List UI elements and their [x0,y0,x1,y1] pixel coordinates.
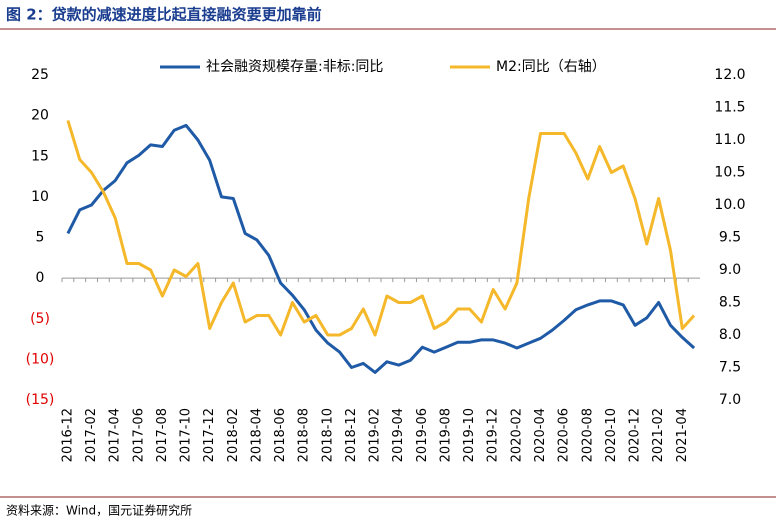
y-tick-label: (15) [26,392,55,408]
x-tick-label: 2021-04 [675,408,690,462]
legend-label: M2:同比（右轴） [496,59,606,75]
y2-tick-label: 11.0 [714,132,745,148]
x-tick-label: 2020-04 [533,408,548,462]
y2-tick-label: 9.5 [719,230,741,246]
series-line [66,120,696,337]
series-line [66,123,696,374]
y2-tick-label: 8.5 [719,295,741,311]
x-tick-label: 2019-12 [486,408,501,462]
x-tick-label: 2016-12 [60,408,75,462]
y2-tick-label: 8.0 [719,327,741,343]
y2-tick-label: 12.0 [714,67,745,83]
y-tick-label: 5 [36,230,45,246]
y-tick-label: (5) [30,311,50,327]
x-tick-label: 2021-02 [651,408,666,462]
x-tick-label: 2019-08 [438,408,453,462]
x-tick-label: 2020-06 [557,408,572,462]
y-tick-label: 20 [31,108,49,124]
y-tick-label: 0 [36,270,45,286]
x-tick-label: 2020-12 [628,408,643,462]
x-tick-label: 2020-02 [509,408,524,462]
x-tick-label: 2017-04 [108,408,123,462]
legend-label: 社会融资规模存量:非标:同比 [206,59,383,75]
x-tick-label: 2017-12 [202,408,217,462]
y2-tick-label: 10.5 [714,165,745,181]
y-tick-label: 15 [31,148,49,164]
x-tick-label: 2018-02 [226,408,241,462]
y2-tick-label: 11.5 [714,100,745,116]
x-tick-label: 2018-12 [344,408,359,462]
x-tick-label: 2018-04 [249,408,264,462]
chart-title: 图 2：贷款的减速进度比起直接融资要更加靠前 [6,6,322,24]
x-tick-label: 2017-02 [84,408,99,462]
y2-tick-label: 7.0 [719,392,741,408]
x-tick-label: 2020-08 [580,408,595,462]
x-tick-label: 2018-08 [297,408,312,462]
x-tick-label: 2020-10 [604,408,619,462]
source-note: 资料来源：Wind，国元证券研究所 [6,503,192,518]
y2-tick-label: 10.0 [714,197,745,213]
y2-tick-label: 7.5 [719,360,741,376]
y-tick-label: 10 [31,189,49,205]
y-tick-label: 25 [31,67,49,83]
y2-tick-label: 9.0 [719,262,741,278]
x-tick-label: 2019-02 [368,408,383,462]
y-tick-label: (10) [26,351,55,367]
x-tick-label: 2017-10 [179,408,194,462]
x-tick-label: 2018-10 [320,408,335,462]
x-tick-label: 2019-04 [391,408,406,462]
x-tick-label: 2017-06 [131,408,146,462]
x-tick-label: 2017-08 [155,408,170,462]
x-tick-label: 2019-10 [462,408,477,462]
x-tick-label: 2019-06 [415,408,430,462]
x-tick-label: 2018-06 [273,408,288,462]
